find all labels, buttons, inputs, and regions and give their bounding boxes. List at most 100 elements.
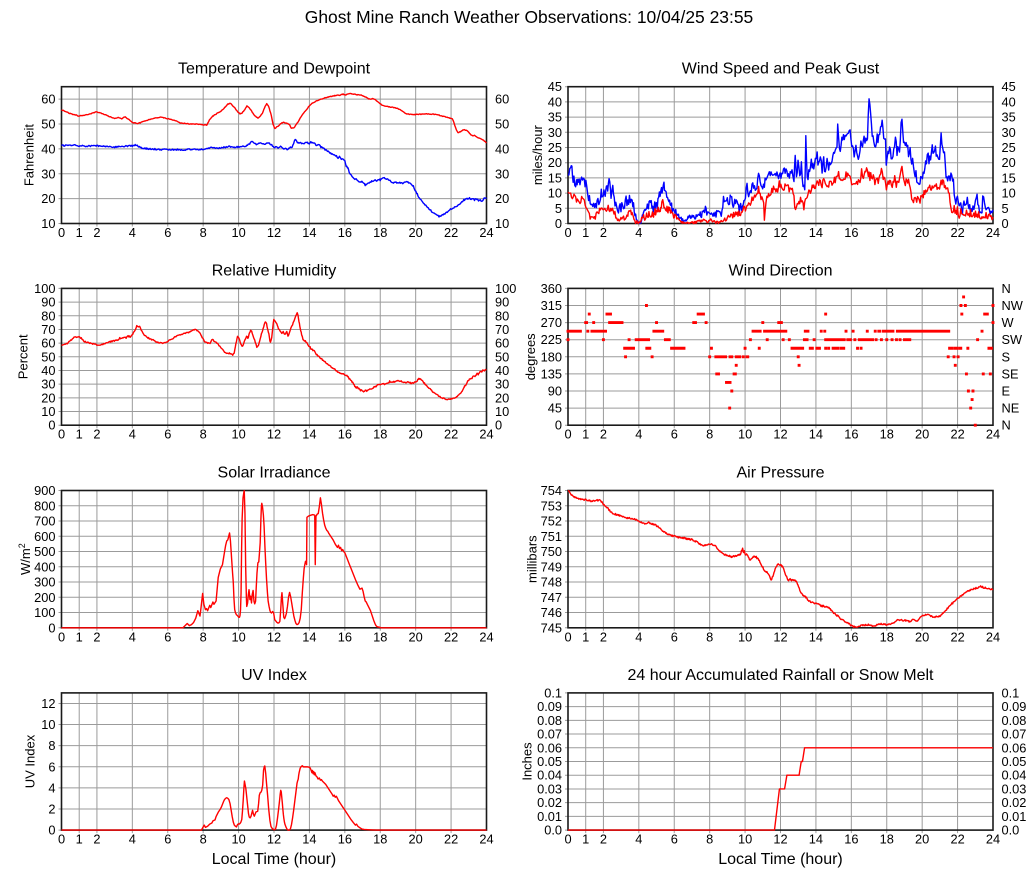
svg-text:360: 360 [541,281,562,296]
svg-text:270: 270 [541,315,562,330]
svg-text:Local Time (hour): Local Time (hour) [718,851,843,868]
svg-text:315: 315 [541,298,562,313]
svg-text:35: 35 [1002,110,1016,125]
svg-text:4: 4 [129,629,136,644]
svg-text:20: 20 [915,427,929,442]
svg-text:Ghost Mine Ranch Weather Obser: Ghost Mine Ranch Weather Observations: 1… [305,7,753,27]
svg-text:16: 16 [844,832,858,847]
svg-text:300: 300 [34,575,55,590]
svg-text:millibars: millibars [525,535,540,583]
svg-text:20: 20 [409,225,423,240]
svg-text:24: 24 [986,225,1000,240]
svg-text:4: 4 [635,832,642,847]
svg-text:135: 135 [541,366,562,381]
svg-text:4: 4 [129,225,136,240]
svg-text:20: 20 [41,191,55,206]
svg-text:6: 6 [164,832,171,847]
svg-text:10: 10 [738,629,752,644]
svg-text:0.1: 0.1 [1002,685,1020,700]
svg-text:90: 90 [548,384,562,399]
svg-text:30: 30 [41,166,55,181]
svg-text:8: 8 [200,832,207,847]
svg-text:0.03: 0.03 [1002,781,1027,796]
svg-text:10: 10 [495,404,509,419]
svg-text:10: 10 [231,427,245,442]
svg-text:18: 18 [880,427,894,442]
svg-text:225: 225 [541,332,562,347]
svg-text:100: 100 [34,605,55,620]
svg-text:22: 22 [950,427,964,442]
svg-text:24: 24 [986,629,1000,644]
svg-text:50: 50 [495,349,509,364]
svg-text:12: 12 [773,225,787,240]
svg-text:60: 60 [41,92,55,107]
svg-text:5: 5 [1002,201,1009,216]
svg-text:12: 12 [773,832,787,847]
svg-text:1: 1 [76,629,83,644]
svg-text:20: 20 [1002,155,1016,170]
svg-text:180: 180 [541,349,562,364]
svg-text:S: S [1002,349,1011,364]
svg-text:0: 0 [48,823,55,838]
svg-text:12: 12 [41,696,55,711]
svg-text:753: 753 [541,498,562,513]
svg-text:2: 2 [93,225,100,240]
svg-text:0: 0 [48,620,55,635]
svg-text:2: 2 [93,832,100,847]
svg-text:0.01: 0.01 [537,809,562,824]
svg-text:50: 50 [41,117,55,132]
svg-text:0: 0 [564,225,571,240]
svg-text:2: 2 [600,225,607,240]
svg-text:Fahrenheit: Fahrenheit [22,124,37,187]
svg-text:2: 2 [93,629,100,644]
svg-text:24 hour Accumulated Rainfall o: 24 hour Accumulated Rainfall or Snow Mel… [628,667,934,684]
svg-text:0: 0 [1002,216,1009,231]
svg-text:751: 751 [541,529,562,544]
svg-text:0.0: 0.0 [1002,823,1020,838]
svg-text:20: 20 [409,629,423,644]
svg-text:12: 12 [267,225,281,240]
svg-text:4: 4 [635,225,642,240]
svg-text:20: 20 [915,629,929,644]
svg-text:100: 100 [34,281,55,296]
svg-text:746: 746 [541,605,562,620]
svg-text:90: 90 [41,295,55,310]
svg-text:15: 15 [548,170,562,185]
svg-text:6: 6 [671,225,678,240]
svg-text:6: 6 [671,629,678,644]
svg-text:6: 6 [671,427,678,442]
svg-text:700: 700 [34,514,55,529]
svg-text:10: 10 [738,427,752,442]
svg-text:800: 800 [34,498,55,513]
svg-text:8: 8 [200,225,207,240]
svg-text:50: 50 [495,117,509,132]
svg-text:4: 4 [129,832,136,847]
svg-text:20: 20 [548,155,562,170]
svg-text:0.09: 0.09 [1002,699,1027,714]
svg-text:18: 18 [373,225,387,240]
svg-text:0.07: 0.07 [537,727,562,742]
svg-text:24: 24 [479,629,493,644]
svg-text:35: 35 [548,110,562,125]
svg-text:1: 1 [582,629,589,644]
svg-text:0.02: 0.02 [537,795,562,810]
svg-text:22: 22 [444,629,458,644]
svg-text:20: 20 [915,225,929,240]
svg-text:4: 4 [48,780,55,795]
svg-text:50: 50 [41,349,55,364]
svg-text:400: 400 [34,559,55,574]
svg-text:12: 12 [773,629,787,644]
svg-text:2: 2 [600,629,607,644]
svg-text:22: 22 [444,225,458,240]
svg-text:6: 6 [671,832,678,847]
svg-text:1: 1 [582,225,589,240]
svg-text:Inches: Inches [520,742,535,781]
svg-text:0.06: 0.06 [1002,740,1027,755]
svg-text:100: 100 [495,281,516,296]
svg-text:6: 6 [164,427,171,442]
svg-text:8: 8 [706,225,713,240]
svg-text:6: 6 [164,629,171,644]
svg-text:SE: SE [1002,366,1019,381]
svg-text:22: 22 [950,629,964,644]
svg-text:18: 18 [373,832,387,847]
